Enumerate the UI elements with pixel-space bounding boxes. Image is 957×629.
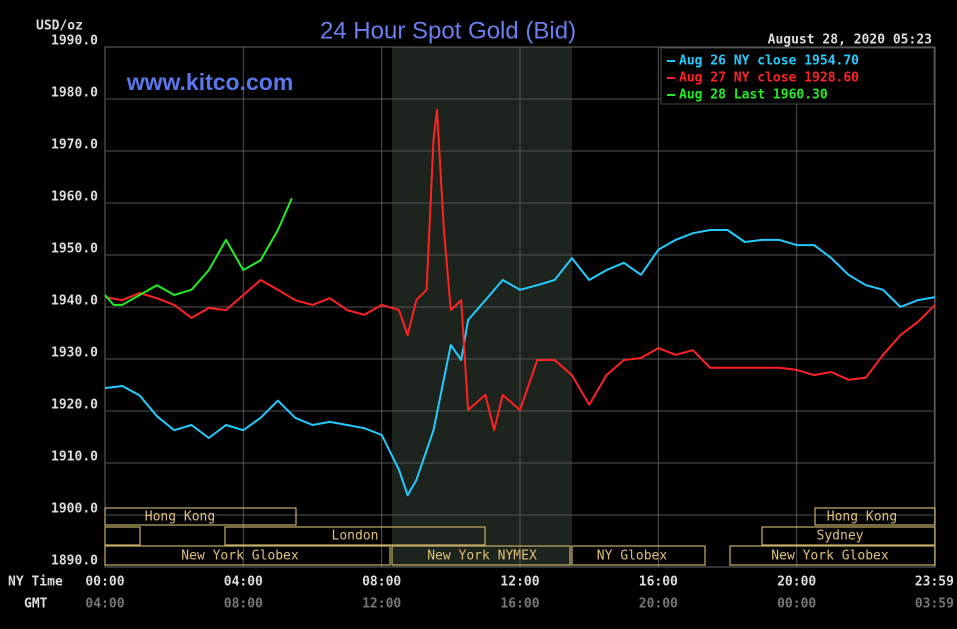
- x2-tick-label: 12:00: [362, 597, 401, 612]
- session-label: Hong Kong: [145, 510, 215, 525]
- y-tick-label: 1980.0: [51, 86, 98, 101]
- y-tick-label: 1890.0: [51, 554, 98, 569]
- x2-tick-label: 00:00: [777, 597, 816, 612]
- legend-entry: Aug 28 Last 1960.30: [679, 88, 828, 103]
- price-line: [104, 197, 293, 306]
- y-tick-label: 1900.0: [51, 502, 98, 517]
- y-tick-label: 1990.0: [51, 34, 98, 49]
- x-tick-label: 23:59: [915, 575, 954, 590]
- x2-tick-label: 16:00: [500, 597, 539, 612]
- session-box: [814, 507, 936, 526]
- session-box: [104, 526, 141, 546]
- plot-frame: [104, 46, 936, 568]
- legend-entry: Aug 26 NY close 1954.70: [679, 54, 859, 69]
- y-tick-label: 1930.0: [51, 346, 98, 361]
- x-tick-label: 04:00: [224, 575, 263, 590]
- session-box: [571, 545, 706, 566]
- x-tick-label: 20:00: [777, 575, 816, 590]
- session-label: London: [332, 529, 379, 544]
- session-label: New York NYMEX: [427, 549, 537, 564]
- session-label: NY Globex: [597, 549, 668, 564]
- session-box: [761, 526, 936, 546]
- y-tick-label: 1950.0: [51, 242, 98, 257]
- y-tick-label: 1910.0: [51, 450, 98, 465]
- legend-entry: Aug 27 NY close 1928.60: [679, 71, 859, 86]
- y-tick-label: 1940.0: [51, 294, 98, 309]
- session-box: [729, 545, 936, 566]
- x2-axis-label: GMT: [24, 597, 48, 612]
- session-box: [104, 545, 391, 566]
- session-box: [104, 507, 297, 526]
- x-axis-label: NY Time: [8, 575, 63, 590]
- x-tick-label: 08:00: [362, 575, 401, 590]
- x-tick-label: 16:00: [639, 575, 678, 590]
- session-label: Sydney: [817, 529, 864, 544]
- session-box: [391, 545, 571, 566]
- y-tick-label: 1970.0: [51, 138, 98, 153]
- session-label: New York Globex: [771, 549, 889, 564]
- subtitle: www.kitco.com: [126, 69, 294, 95]
- x2-tick-label: 03:59: [915, 597, 954, 612]
- x-tick-label: 00:00: [85, 575, 124, 590]
- legend-box: [660, 47, 935, 105]
- price-line: [104, 229, 936, 497]
- x2-tick-label: 08:00: [224, 597, 263, 612]
- session-label: New York Globex: [181, 549, 299, 564]
- price-line: [104, 108, 936, 432]
- sessions: Hong Kong London New York Globex New Yor…: [104, 507, 936, 566]
- x2-tick-label: 20:00: [639, 597, 678, 612]
- y-tick-label: 1960.0: [51, 190, 98, 205]
- x2-tick-label: 04:00: [85, 597, 124, 612]
- x-tick-label: 12:00: [500, 575, 539, 590]
- chart-title: 24 Hour Spot Gold (Bid): [320, 17, 576, 44]
- y-axis-label: USD/oz: [36, 19, 83, 34]
- y-tick-label: 1920.0: [51, 398, 98, 413]
- timestamp: August 28, 2020 05:23: [768, 33, 932, 48]
- session-label: Hong Kong: [827, 510, 897, 525]
- session-box: [224, 526, 486, 546]
